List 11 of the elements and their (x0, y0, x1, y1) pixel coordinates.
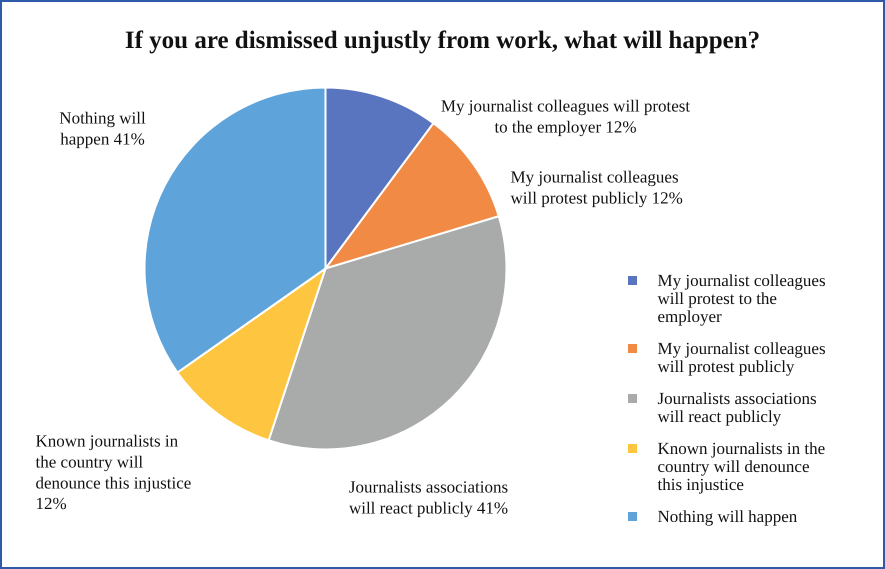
data-label: Journalists associations will react publicly 41% (348, 478, 508, 518)
chart-title: If you are dismissed unjustly from work, what will happen? (124, 27, 760, 54)
data-label: My journalist colleagues will protest to the employer 12% (440, 96, 690, 136)
legend-label: Nothing will happen (658, 507, 798, 526)
legend-label: Known journalists in the country will denounce this injustice (658, 439, 826, 494)
legend-label: Journalists associations will react publicly (658, 389, 817, 426)
legend-label: My journalist colleagues will protest to the employer (658, 271, 826, 326)
data-label: Nothing will happen 41% (59, 108, 146, 148)
data-label: Known journalists in the country will denounce this injustice 12% (36, 432, 192, 514)
legend-label: My journalist colleagues will protest publicly (658, 339, 826, 376)
data-label: My journalist colleagues will protest publicly 12% (510, 168, 683, 208)
